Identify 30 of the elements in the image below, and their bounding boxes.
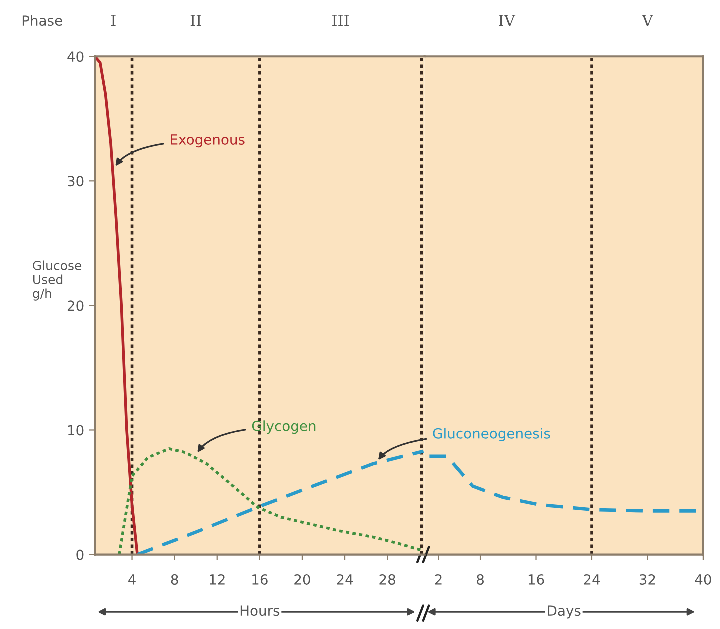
x-tick-label: 24 <box>584 574 600 585</box>
y-tick-label: 20 <box>68 300 84 312</box>
x-axis-title: Days <box>548 606 581 619</box>
x-tick-label: 8 <box>171 574 178 585</box>
x-tick-label: 28 <box>380 574 396 585</box>
text: IV <box>499 15 516 26</box>
text: III <box>332 15 349 26</box>
text: II <box>190 15 202 26</box>
x-tick-label: 20 <box>294 574 310 585</box>
x-tick-label: 2 <box>435 574 442 585</box>
text: Phase <box>22 15 62 26</box>
x-axis-title: Hours <box>240 606 280 616</box>
y-tick-label: 40 <box>68 52 84 62</box>
x-tick-label: 32 <box>640 574 656 585</box>
annotation: Glycogen <box>252 420 316 434</box>
x-tick-label: 12 <box>210 574 225 585</box>
y-tick-label: 10 <box>68 425 84 436</box>
y-axis-title: Glucose Used g/h <box>33 260 82 301</box>
x-tick-label: 40 <box>695 574 712 585</box>
x-tick-label: 16 <box>528 574 544 585</box>
text: V <box>642 15 654 26</box>
annotation: Exogenous <box>171 134 245 148</box>
x-tick-label: 4 <box>128 574 136 585</box>
x-tick-label: 16 <box>252 574 268 585</box>
y-tick-label: 0 <box>76 550 84 560</box>
x-tick-label: 8 <box>477 574 484 585</box>
text: I <box>111 15 116 26</box>
x-tick-label: 24 <box>337 574 354 585</box>
annotation: Gluconeogenesis <box>433 428 550 442</box>
y-tick-label: 30 <box>68 176 84 187</box>
